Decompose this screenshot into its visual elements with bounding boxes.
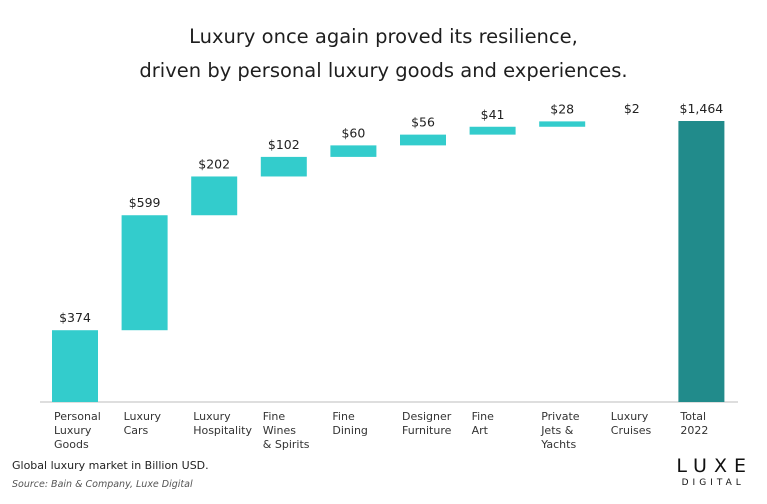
bar-5	[330, 145, 377, 157]
logo-subtitle: DIGITAL	[681, 478, 745, 488]
bar-7	[469, 126, 516, 135]
category-label-5: Fine Dining	[332, 410, 368, 437]
category-label-1: Personal Luxury Goods	[54, 410, 101, 451]
bar-2	[121, 215, 168, 331]
category-label-2: Luxury Cars	[124, 410, 162, 437]
category-label-line: Fine	[332, 410, 355, 423]
category-label-line: Private	[541, 410, 580, 423]
chart-title: Luxury once again proved its resilience,…	[0, 20, 767, 88]
chart-title-line-2: driven by personal luxury goods and expe…	[139, 59, 628, 82]
category-label-7: Fine Art	[472, 410, 495, 437]
category-label-line: Total	[679, 410, 706, 423]
category-label-line: Hospitality	[193, 424, 252, 437]
value-label-3: $202	[198, 156, 230, 171]
category-label-line: Luxury	[124, 410, 162, 423]
value-label-7: $41	[481, 107, 505, 122]
value-label-9: $2	[624, 101, 640, 116]
category-label-line: Furniture	[402, 424, 452, 437]
value-label-2: $599	[129, 195, 161, 210]
source-note: Source: Bain & Company, Luxe Digital	[12, 479, 193, 490]
category-label-line: Wines	[263, 424, 296, 437]
bars-group	[52, 121, 725, 402]
value-labels-group: $374 $599 $202 $102 $60 $56 $41 $28 $2 $1,464	[59, 101, 723, 325]
category-label-4: Fine Wines & Spirits	[263, 410, 310, 451]
bar-8	[539, 121, 586, 127]
footnote: Global luxury market in Billion USD.	[12, 459, 209, 472]
category-label-line: Cruises	[611, 424, 652, 437]
category-label-line: Designer	[402, 410, 452, 423]
value-label-8: $28	[550, 101, 574, 116]
bar-10	[678, 121, 725, 402]
category-label-line: Dining	[332, 424, 368, 437]
bar-3	[191, 176, 238, 216]
value-label-5: $60	[341, 125, 365, 140]
luxe-digital-logo: LUXE DIGITAL	[669, 455, 753, 489]
category-label-3: Luxury Hospitality	[193, 410, 252, 437]
category-label-line: Art	[472, 424, 489, 437]
value-label-6: $56	[411, 115, 435, 130]
value-label-1: $374	[59, 310, 91, 325]
category-label-line: 2022	[680, 424, 708, 437]
category-label-line: Cars	[124, 424, 149, 437]
bar-6	[400, 134, 446, 146]
category-label-line: Yachts	[540, 438, 576, 451]
chart-title-line-1: Luxury once again proved its resilience,	[189, 25, 578, 48]
category-label-line: Fine	[263, 410, 286, 423]
value-label-4: $102	[268, 137, 300, 152]
bar-1	[52, 330, 98, 402]
bar-4	[260, 156, 307, 177]
category-label-line: Jets &	[540, 424, 574, 437]
value-label-10: $1,464	[680, 101, 724, 116]
category-label-line: Goods	[54, 438, 89, 451]
category-label-line: Luxury	[54, 424, 92, 437]
logo-brand: LUXE	[676, 455, 753, 477]
category-label-line: & Spirits	[263, 438, 310, 451]
category-label-line: Luxury	[193, 410, 231, 423]
category-label-6: Designer Furniture	[402, 410, 452, 437]
category-label-line: Personal	[54, 410, 101, 423]
category-label-line: Luxury	[611, 410, 649, 423]
category-label-8: Private Jets & Yachts	[540, 410, 580, 451]
category-label-10: Total 2022	[679, 410, 708, 437]
category-label-9: Luxury Cruises	[611, 410, 652, 437]
category-label-line: Fine	[472, 410, 495, 423]
